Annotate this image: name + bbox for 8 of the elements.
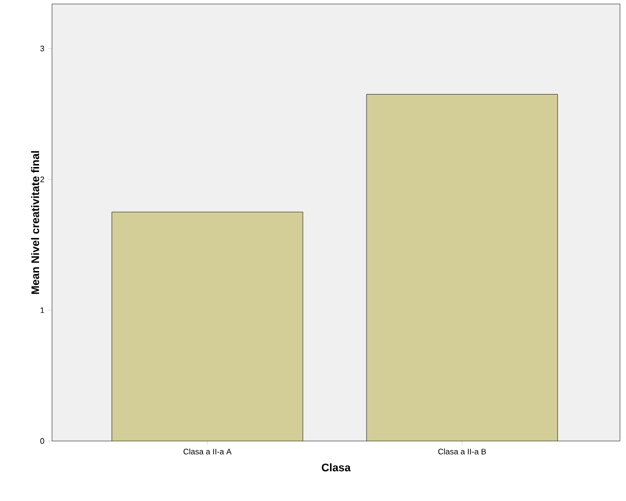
y-tick-label: 0: [40, 438, 44, 444]
y-axis-title: Mean Nivel creativitate final: [31, 151, 40, 294]
y-tick-label: 1: [40, 307, 44, 313]
x-tick-label: Clasa a II-a B: [438, 448, 486, 454]
y-tick-label: 3: [40, 46, 44, 52]
x-tick-label: Clasa a II-a A: [184, 448, 232, 454]
x-axis-title: Clasa: [322, 463, 351, 472]
y-tick-label: 2: [40, 176, 44, 182]
